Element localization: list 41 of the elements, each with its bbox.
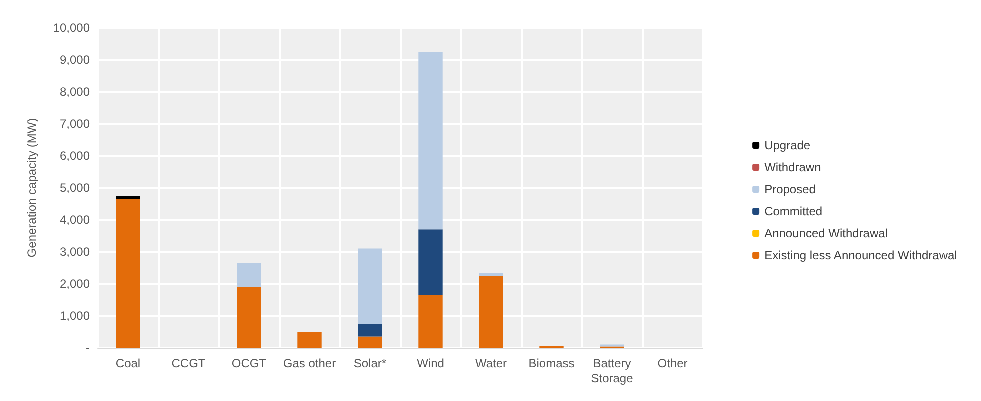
bar [418,295,443,348]
y-tick-label: 8,000 [60,85,90,99]
x-tick-label: CCGT [172,356,206,370]
x-tick-label: Solar* [354,356,387,370]
y-tick-label: 6,000 [60,149,90,163]
y-tick-label: 10,000 [53,21,90,35]
bar [418,52,443,230]
y-tick-label: 5,000 [60,181,90,195]
bar [479,276,504,348]
x-tick-label: Coal [116,356,141,370]
y-tick-label: 7,000 [60,117,90,131]
bar [479,273,504,276]
y-tick-label: 3,000 [60,245,90,259]
x-tick-label: Other [658,356,688,370]
legend-label: Announced Withdrawal [764,226,888,240]
legend-label: Existing less Announced Withdrawal [764,248,958,262]
x-tick-label: OCGT [232,356,268,370]
bar [418,230,443,296]
legend-label: Upgrade [764,138,811,152]
y-axis-title: Generation capacity (MW) [25,118,39,258]
x-tick-label: Wind [417,356,444,370]
x-tick-label: Biomass [528,356,575,370]
bar [298,332,322,348]
y-tick-label: 4,000 [60,213,90,227]
y-tick-label: 1,000 [60,309,90,323]
bar [358,248,382,324]
x-tick-label: Water [475,356,508,370]
bar [358,336,382,348]
legend-label: Committed [764,204,823,218]
bar [116,199,140,348]
x-tick-label: Gas other [283,356,336,370]
legend-label: Withdrawn [764,160,822,174]
y-tick-label: 9,000 [60,53,90,67]
y-tick-label: - [86,341,90,355]
bar [237,263,262,288]
bar [358,324,382,337]
y-tick-label: 2,000 [60,277,90,291]
legend-label: Proposed [764,182,816,196]
x-tick-label: Battery Storage [591,356,634,386]
bar [116,196,140,200]
bar [237,287,262,348]
